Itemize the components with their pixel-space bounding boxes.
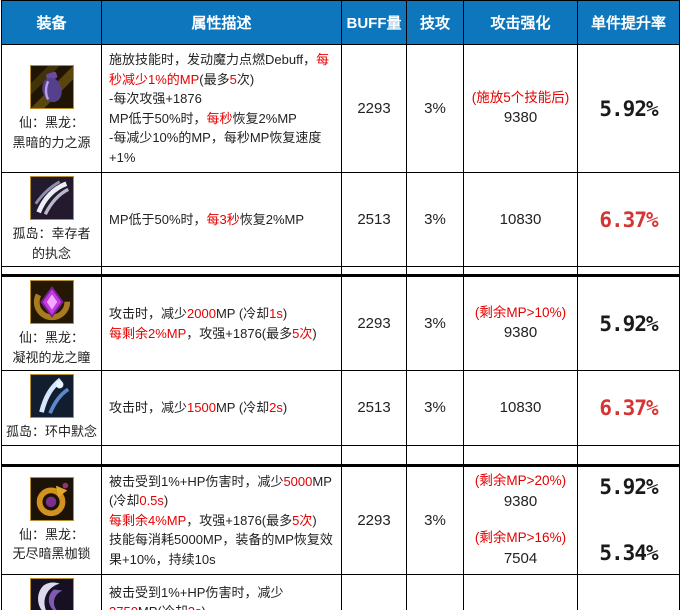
attack-enhancement-block: (剩余MP>16%) 7504: [465, 528, 577, 569]
rate-value: 5.92%: [599, 311, 658, 336]
column-header-3: 技攻: [406, 0, 464, 45]
column-header-0: 装备: [1, 0, 102, 45]
attack-enhancement-block: (剩余MP>20%) 9380: [465, 471, 577, 512]
enhancement-condition-note: (施放5个技能后): [471, 89, 570, 105]
table-header-row: 装备 属性描述 BUFF量 技攻 攻击强化 单件提升率: [1, 0, 680, 45]
column-header-5: 单件提升率: [577, 0, 680, 45]
rate-value: 6.37%: [599, 207, 658, 232]
enhancement-value: 9380: [503, 492, 538, 510]
spacer-cell: [463, 266, 578, 277]
spacer-cell: [1, 444, 102, 467]
enhancement-value: 10830: [499, 210, 542, 228]
equipment-cell: 仙：黑龙： 黑暗的力之源: [1, 44, 102, 173]
buff-amount-cell: 2293: [341, 464, 407, 575]
single-piece-rate-cell: 6.37%: [577, 574, 680, 610]
spacer-cell: [577, 444, 680, 467]
attribute-description-cell: 被击受到1%+HP伤害时，减少5000MP (冷却0.5s) 每剩余4%MP，攻强…: [101, 464, 342, 575]
spacer-cell: [406, 266, 464, 277]
single-piece-rate-cell: 5.92%: [577, 44, 680, 173]
equipment-row: 仙：黑龙： 凝视的龙之瞳 攻击时，减少2000MP (冷却1s) 每剩余2%MP，攻强…: [1, 275, 680, 371]
attribute-description-cell: 被击受到1%+HP伤害时，减少3750MP(冷却2s)技能每消耗5000MP，装…: [101, 574, 342, 610]
enhancement-value: 9380: [503, 324, 538, 342]
spacer-cell: [463, 444, 578, 467]
rate-value: 5.92%: [599, 96, 658, 121]
attack-enhancement-cell: (施放5个技能后) 9380: [463, 44, 578, 173]
column-header-2: BUFF量: [341, 0, 407, 45]
equipment-name: 孤岛：幸存者 的执念: [12, 226, 91, 261]
buff-amount-cell: 2513: [341, 574, 407, 610]
spacer-cell: [577, 266, 680, 277]
attack-enhancement-cell: (剩余MP>10%) 9380: [463, 275, 578, 371]
magenta-gem-icon: [29, 280, 74, 324]
skill-attack-cell: 3%: [406, 574, 464, 610]
attack-enhancement-cell: 10830: [463, 574, 578, 610]
skill-attack-cell: 3%: [406, 44, 464, 173]
buff-amount-cell: 2513: [341, 370, 407, 446]
equipment-row: 孤岛：之后的境界被击受到1%+HP伤害时，减少3750MP(冷却2s)技能每消耗…: [1, 574, 680, 610]
column-header-4: 攻击强化: [463, 0, 578, 45]
spacer-cell: [406, 444, 464, 467]
enhancement-condition-note: (剩余MP>20%): [474, 472, 567, 488]
enhancement-condition-note: (剩余MP>16%): [474, 530, 567, 546]
equipment-name: 孤岛：环中默念: [5, 424, 97, 439]
spacer-cell: [101, 444, 342, 467]
enhancement-value: 9380: [503, 109, 538, 127]
rate-value: 6.37%: [599, 395, 658, 420]
enhancement-value: 10830: [499, 398, 542, 416]
equipment-name: 仙：黑龙： 黑暗的力之源: [12, 115, 91, 150]
equipment-row: 孤岛：幸存者 的执念 MP低于50%时，每3秒恢复2%MP 2513 3% 10830 6.…: [1, 172, 680, 267]
attack-enhancement-cell: 10830: [463, 370, 578, 446]
enhancement-value: 7504: [503, 549, 538, 567]
buff-amount-cell: 2293: [341, 44, 407, 173]
attack-enhancement-block: (剩余MP>10%) 9380: [465, 303, 577, 344]
attribute-description-cell: 攻击时，减少2000MP (冷却1s) 每剩余2%MP，攻强+1876(最多5次): [101, 275, 342, 371]
equipment-cell: 孤岛：之后的境界: [1, 574, 102, 610]
single-piece-rate-cell: 6.37%: [577, 172, 680, 267]
column-header-1: 属性描述: [101, 0, 342, 45]
skill-attack-cell: 3%: [406, 464, 464, 575]
attack-enhancement-block: (施放5个技能后) 9380: [465, 88, 577, 129]
gold-dragon-icon: [29, 476, 74, 521]
attack-enhancement-block: 10830: [465, 209, 577, 231]
group-spacer-row: [1, 266, 680, 277]
single-piece-rate-cell: 5.92% 5.34%: [577, 464, 680, 575]
skill-attack-cell: 3%: [406, 370, 464, 446]
equipment-row: 孤岛：环中默念 攻击时，减少1500MP (冷却2s) 2513 3% 10830 6.3…: [1, 370, 680, 446]
equipment-row: 仙：黑龙： 黑暗的力之源 施放技能时，发动魔力点燃Debuff，每秒减少1%的MP(…: [1, 44, 680, 173]
equipment-cell: 仙：黑龙： 无尽暗黑枷锁: [1, 464, 102, 575]
equipment-name: 仙：黑龙： 凝视的龙之瞳: [12, 330, 91, 365]
skill-attack-cell: 3%: [406, 275, 464, 371]
group-spacer-row: [1, 444, 680, 467]
silver-feather-icon: [29, 176, 74, 220]
equipment-row: 仙：黑龙： 无尽暗黑枷锁 被击受到1%+HP伤害时，减少5000MP (冷却0.5s…: [1, 464, 680, 575]
spacer-cell: [101, 266, 342, 277]
blue-figure-icon: [29, 374, 74, 418]
attribute-description-cell: 施放技能时，发动魔力点燃Debuff，每秒减少1%的MP(最多5次) -每次攻强+…: [101, 44, 342, 173]
buff-amount-cell: 2513: [341, 172, 407, 267]
equipment-cell: 孤岛：环中默念: [1, 370, 102, 446]
attribute-description-cell: MP低于50%时，每3秒恢复2%MP: [101, 172, 342, 267]
spacer-cell: [341, 266, 407, 277]
rate-value: 5.92%: [599, 475, 658, 500]
single-piece-rate-cell: 6.37%: [577, 370, 680, 446]
enhancement-condition-note: (剩余MP>10%): [474, 304, 567, 320]
purple-crescent-icon: [29, 578, 74, 610]
attack-enhancement-block: 10830: [465, 397, 577, 419]
attack-enhancement-cell: 10830: [463, 172, 578, 267]
single-piece-rate-cell: 5.92%: [577, 275, 680, 371]
spacer-cell: [341, 444, 407, 467]
attack-enhancement-cell: (剩余MP>20%) 9380 (剩余MP>16%) 7504: [463, 464, 578, 575]
skill-attack-cell: 3%: [406, 172, 464, 267]
equipment-name: 仙：黑龙： 无尽暗黑枷锁: [12, 526, 91, 562]
spacer-cell: [1, 266, 102, 277]
rate-value: 5.34%: [599, 541, 658, 566]
equipment-cell: 仙：黑龙： 凝视的龙之瞳: [1, 275, 102, 371]
purple-jar-icon: [29, 65, 74, 109]
attribute-description-cell: 攻击时，减少1500MP (冷却2s): [101, 370, 342, 446]
equipment-cell: 孤岛：幸存者 的执念: [1, 172, 102, 267]
buff-amount-cell: 2293: [341, 275, 407, 371]
